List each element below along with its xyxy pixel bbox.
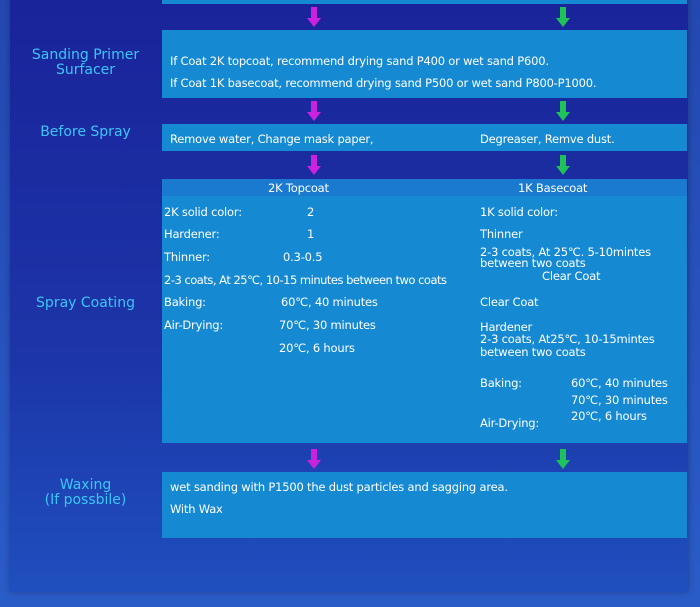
- spec-label: between two coats: [480, 345, 586, 359]
- before-spray-left: Remove water, Change mask paper,: [170, 132, 374, 146]
- spec-label: Clear Coat: [480, 295, 539, 309]
- spec-label: 2K solid color:: [164, 205, 242, 219]
- step-label-before-spray: Before Spray: [40, 124, 131, 140]
- spec-label: between two coats: [480, 256, 586, 270]
- sanding-line: If Coat 2K topcoat, recommend drying san…: [170, 54, 549, 68]
- spec-label: Air-Drying:: [164, 318, 224, 332]
- step-label-waxing: Waxing (If possbile): [18, 478, 153, 508]
- previous-step-box: [162, 0, 687, 4]
- waxing-box: wet sanding with P1500 the dust particle…: [162, 472, 687, 538]
- spec-value: 20℃, 6 hours: [279, 341, 355, 355]
- spec-label: Baking:: [164, 295, 206, 309]
- spray-header: 2K Topcoat 1K Basecoat: [162, 179, 687, 196]
- spec-label: Air-Drying:: [480, 416, 540, 430]
- spec-value: 70℃, 30 minutes: [571, 393, 668, 407]
- spec-value: 60℃, 40 minutes: [281, 295, 378, 309]
- before-spray-box: Remove water, Change mask paper, Degreas…: [162, 124, 687, 151]
- arrow-down-icon: [307, 155, 321, 175]
- arrow-down-icon: [307, 101, 321, 121]
- spec-value: 20℃, 6 hours: [571, 409, 647, 423]
- spec-label: Thinner:: [164, 250, 210, 264]
- spec-label: 2-3 coats, At 25℃, 10-15 minutes between…: [164, 273, 447, 287]
- arrow-down-icon: [556, 449, 570, 469]
- arrow-down-icon: [556, 155, 570, 175]
- step-label-sanding: Sanding Primer Surfacer: [31, 47, 140, 78]
- before-spray-right: Degreaser, Remve dust.: [480, 132, 615, 146]
- header-1k-basecoat: 1K Basecoat: [518, 181, 588, 195]
- spec-value: 1: [307, 227, 315, 241]
- waxing-sublabel: (If possbile): [44, 492, 127, 508]
- spec-value: 2: [307, 205, 315, 219]
- spec-label: 2-3 coats, At25℃, 10-15mintes: [480, 332, 655, 346]
- sanding-line: If Coat 1K basecoat, recommend drying sa…: [170, 76, 597, 90]
- spec-label: 2-3 coats, At 25℃. 5-10mintes: [480, 245, 651, 259]
- spec-value: 60℃, 40 minutes: [571, 376, 668, 390]
- header-2k-topcoat: 2K Topcoat: [268, 181, 329, 195]
- sanding-box: If Coat 2K topcoat, recommend drying san…: [162, 30, 687, 98]
- waxing-line: wet sanding with P1500 the dust particle…: [170, 480, 508, 494]
- waxing-label: Waxing: [59, 477, 112, 493]
- arrow-down-icon: [307, 449, 321, 469]
- spec-label: Baking:: [480, 376, 522, 390]
- arrow-down-icon: [556, 7, 570, 27]
- step-label-spray-coating: Spray Coating: [36, 295, 135, 311]
- spec-value: 0.3-0.5: [283, 250, 323, 264]
- spec-label: Thinner: [480, 227, 523, 241]
- arrow-down-icon: [307, 7, 321, 27]
- spec-label: Hardener: [480, 320, 533, 334]
- spec-label: Clear Coat: [542, 269, 601, 283]
- spec-value: 70℃, 30 minutes: [279, 318, 376, 332]
- spec-label: 1K solid color:: [480, 205, 558, 219]
- spec-label: Hardener:: [164, 227, 220, 241]
- spray-coating-box: 2K solid color: 2 Hardener: 1 Thinner: 0…: [162, 196, 687, 443]
- arrow-down-icon: [556, 101, 570, 121]
- waxing-line: With Wax: [170, 502, 223, 516]
